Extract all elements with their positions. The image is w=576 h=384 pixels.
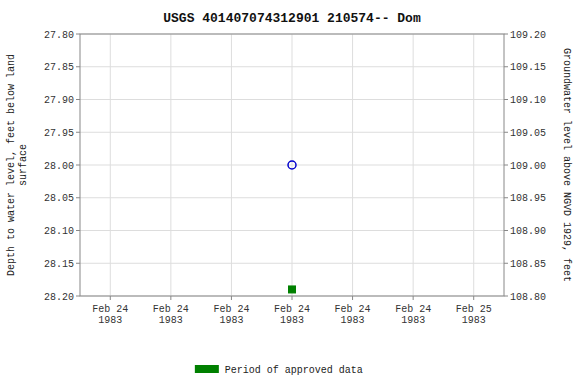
y2-tick-label: 108.95 — [510, 193, 546, 204]
y2-tick-label: 109.00 — [510, 161, 546, 172]
y-tick — [76, 99, 80, 100]
y-tick — [76, 296, 80, 297]
x-tick-label: Feb 241983 — [92, 304, 128, 326]
grid-line — [292, 34, 293, 296]
x-tick — [110, 296, 111, 300]
point — [288, 161, 296, 169]
y-tick-label: 27.90 — [44, 95, 74, 106]
y2-tick — [504, 230, 508, 231]
x-tick-label: Feb 241983 — [335, 304, 371, 326]
y2-tick-label: 109.15 — [510, 62, 546, 73]
grid-line — [231, 34, 232, 296]
y2-tick — [504, 263, 508, 264]
title: USGS 401407074312901 210574-- Dom — [163, 11, 421, 26]
y-tick — [76, 197, 80, 198]
y2-tick — [504, 66, 508, 67]
y-axis: 27.80 27.85 27.90 27.95 28.00 28.05 28.10 28.15… — [44, 30, 80, 303]
legend: Period of approved data — [195, 365, 363, 376]
y-tick-label: 28.10 — [44, 226, 74, 237]
y2-tick-label: 109.10 — [510, 95, 546, 106]
y-tick-label: 28.00 — [44, 161, 74, 172]
y2-tick — [504, 99, 508, 100]
legend-swatch — [195, 365, 219, 373]
x-tick — [170, 296, 171, 300]
grid-line — [413, 34, 414, 296]
y-tick-label: 28.05 — [44, 193, 74, 204]
y-tick-label: 28.20 — [44, 292, 74, 303]
y2-tick-label: 109.05 — [510, 128, 546, 139]
y2-axis: 108.80 108.85 108.90 108.95 109.00 109.05 109.… — [504, 30, 546, 303]
y-tick-label: 27.80 — [44, 30, 74, 41]
x-tick-label: Feb 241983 — [395, 304, 431, 326]
x-tick-label: Feb 241983 — [213, 304, 249, 326]
y-tick — [76, 263, 80, 264]
x-tick — [352, 296, 353, 300]
y-tick-label: 27.95 — [44, 128, 74, 139]
x-tick-label: Feb 241983 — [153, 304, 189, 326]
y-tick — [76, 66, 80, 67]
grid-line — [352, 34, 353, 296]
y2-tick-label: 108.85 — [510, 259, 546, 270]
y2-tick — [504, 165, 508, 166]
y-tick — [76, 34, 80, 35]
y2-tick-label: 108.90 — [510, 226, 546, 237]
x-tick — [231, 296, 232, 300]
y2-tick — [504, 34, 508, 35]
point — [289, 286, 296, 293]
grid-line — [110, 34, 111, 296]
y-tick-label: 27.85 — [44, 62, 74, 73]
x-tick — [473, 296, 474, 300]
y2-tick — [504, 132, 508, 133]
y-tick — [76, 132, 80, 133]
x-tick-label: Feb 241983 — [274, 304, 310, 326]
y-tick — [76, 230, 80, 231]
x-tick — [413, 296, 414, 300]
plot-frame — [80, 34, 504, 296]
background — [0, 0, 576, 384]
x-tick-label: Feb 251983 — [456, 304, 492, 326]
y2-tick-label: 108.80 — [510, 292, 546, 303]
x-axis: Feb 241983 Feb 241983 Feb 241983 Feb 241983… — [92, 296, 491, 326]
y-tick-label: 28.15 — [44, 259, 74, 270]
y-axis-label: Depth to water level, feet below landsur… — [6, 54, 29, 276]
marks — [288, 161, 296, 293]
grid-line — [473, 34, 474, 296]
y2-tick — [504, 197, 508, 198]
grid — [80, 34, 504, 296]
grid-line — [170, 34, 171, 296]
y2-tick — [504, 296, 508, 297]
x-tick — [292, 296, 293, 300]
legend-label: Period of approved data — [225, 365, 363, 376]
chart: 27.80 27.85 27.90 27.95 28.00 28.05 28.10 28.15… — [0, 0, 576, 384]
y2-tick-label: 109.20 — [510, 30, 546, 41]
y2-axis-label: Groundwater level above NGVD 1929, feet — [561, 48, 572, 282]
y-tick — [76, 165, 80, 166]
